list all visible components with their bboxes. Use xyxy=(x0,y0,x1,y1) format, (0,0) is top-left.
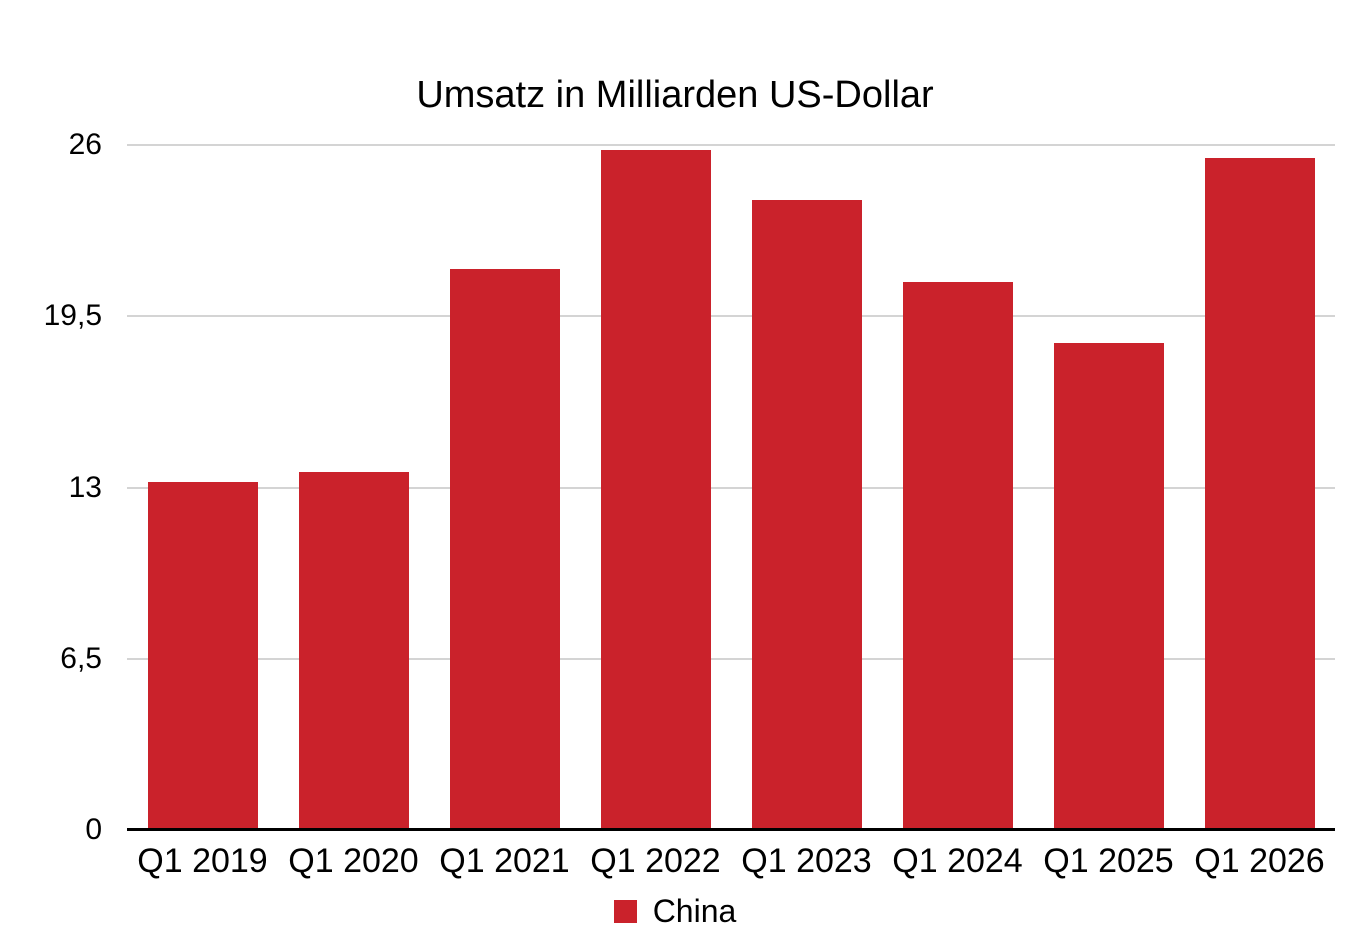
bar-q1-2026 xyxy=(1204,158,1315,830)
x-tick-label: Q1 2019 xyxy=(137,842,268,880)
y-tick-label: 19,5 xyxy=(43,299,102,333)
x-tick-label: Q1 2025 xyxy=(1043,842,1174,880)
bar-q1-2019 xyxy=(147,482,258,830)
plot-area xyxy=(127,144,1335,831)
bar-q1-2022 xyxy=(600,150,711,830)
bar-q1-2023 xyxy=(751,200,862,830)
x-tick-label: Q1 2026 xyxy=(1194,842,1325,880)
gridline xyxy=(127,144,1335,146)
y-tick-label: 26 xyxy=(68,128,102,161)
y-tick-label: 6,5 xyxy=(60,641,102,675)
bar-q1-2025 xyxy=(1053,342,1164,830)
x-tick-label: Q1 2023 xyxy=(741,842,872,880)
bar-q1-2024 xyxy=(902,282,1013,830)
x-tick-label: Q1 2021 xyxy=(439,842,570,880)
gridline xyxy=(127,486,1335,489)
x-tick-label: Q1 2020 xyxy=(288,842,419,880)
x-tick-label: Q1 2024 xyxy=(892,842,1023,880)
x-axis-line xyxy=(127,828,1335,831)
x-tick-label: Q1 2022 xyxy=(590,842,721,880)
gridline xyxy=(127,657,1335,660)
y-tick-label: 13 xyxy=(68,470,102,504)
bar-q1-2021 xyxy=(449,268,560,830)
y-tick-label: 0 xyxy=(85,813,102,846)
legend: China xyxy=(0,893,1350,930)
y-axis: 0 6,5 13 19,5 26 xyxy=(0,128,102,846)
legend-swatch-china xyxy=(613,900,637,923)
chart-title: Umsatz in Milliarden US-Dollar xyxy=(416,74,934,116)
legend-label-china: China xyxy=(652,893,737,929)
x-axis-labels: Q1 2019 Q1 2020 Q1 2021 Q1 2022 Q1 2023 Q1 20… xyxy=(127,842,1335,882)
gridline xyxy=(127,315,1335,318)
bar-q1-2020 xyxy=(298,471,409,830)
